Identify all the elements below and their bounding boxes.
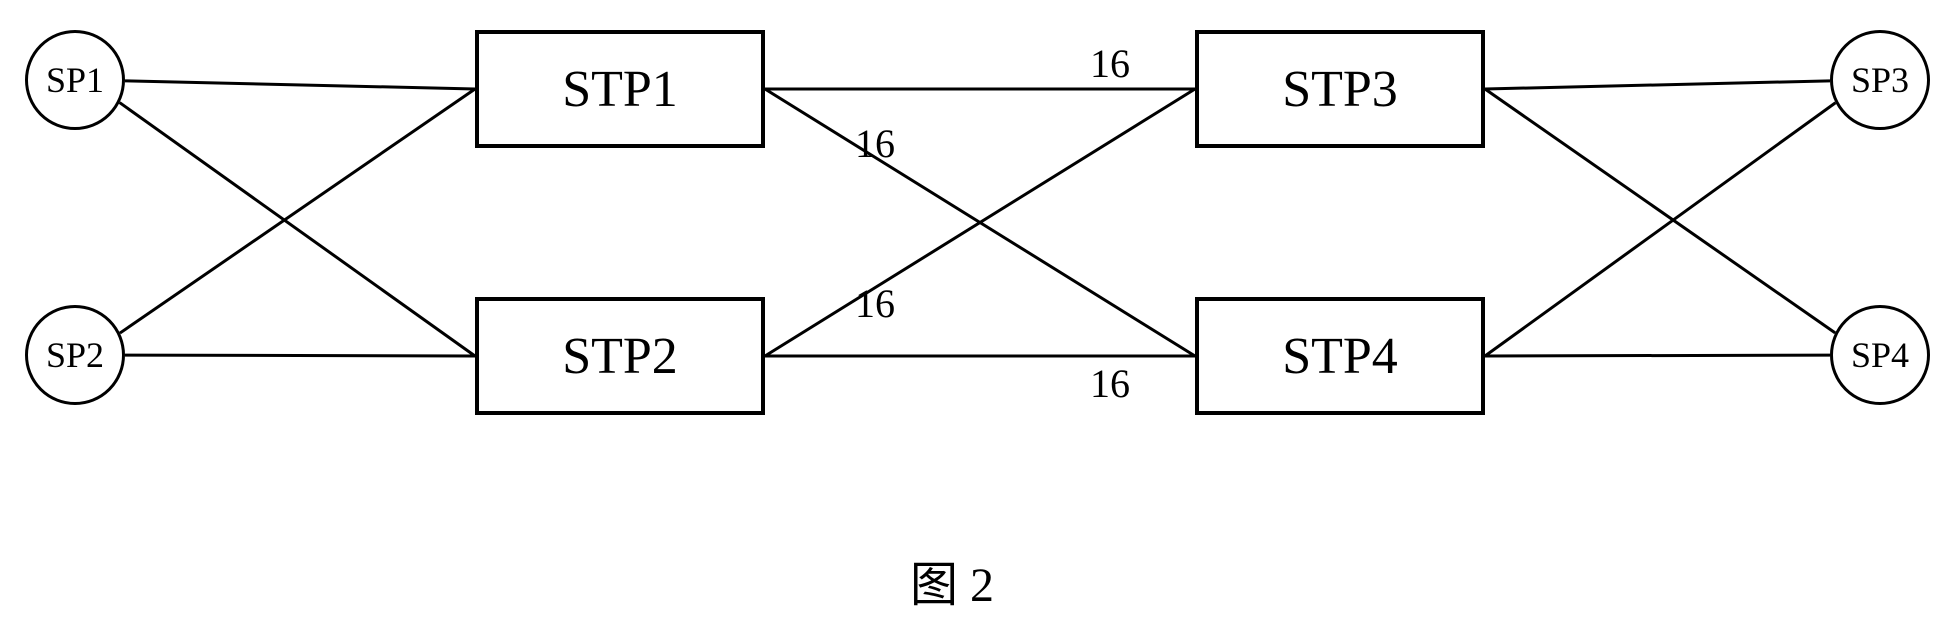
node-label: STP2	[562, 327, 678, 386]
nodes-layer: SP1 SP2 SP3 SP4 STP1 STP2 STP3 STP4	[0, 0, 1956, 634]
node-label: STP4	[1282, 327, 1398, 386]
node-sp2: SP2	[25, 305, 125, 405]
node-label: STP3	[1282, 60, 1398, 119]
node-stp3: STP3	[1195, 30, 1485, 148]
node-label: SP4	[1851, 334, 1909, 376]
node-sp4: SP4	[1830, 305, 1930, 405]
node-sp1: SP1	[25, 30, 125, 130]
node-stp1: STP1	[475, 30, 765, 148]
diagram-canvas: SP1SP2SP3SP4STP1STP2STP3STP4 图 2 1616161…	[0, 0, 1956, 634]
node-sp3: SP3	[1830, 30, 1930, 130]
node-stp4: STP4	[1195, 297, 1485, 415]
node-label: SP1	[46, 59, 104, 101]
node-label: SP2	[46, 334, 104, 376]
node-label: STP1	[562, 60, 678, 119]
node-stp2: STP2	[475, 297, 765, 415]
node-label: SP3	[1851, 59, 1909, 101]
